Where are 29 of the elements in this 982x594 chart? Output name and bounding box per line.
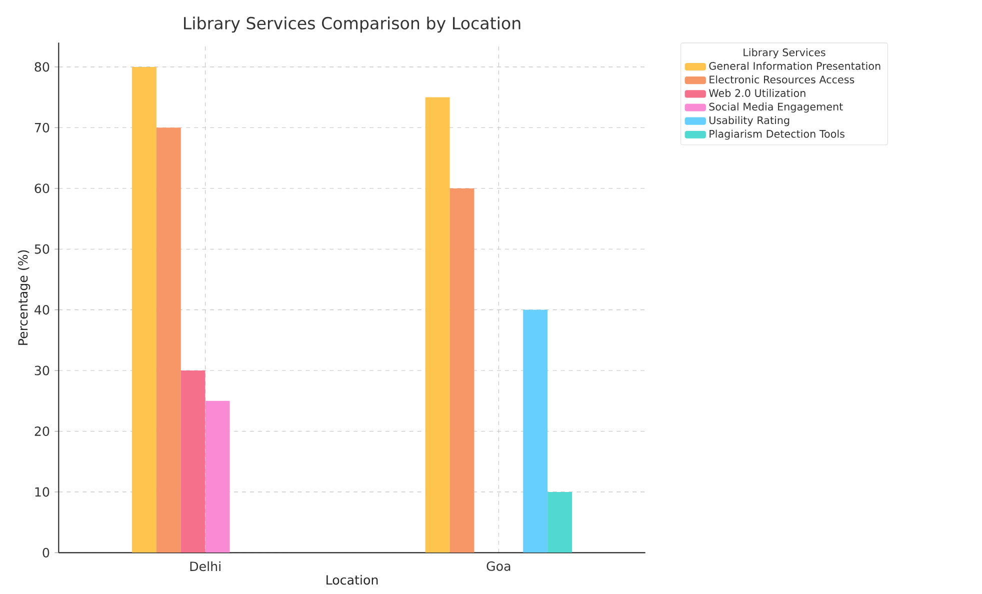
y-tick-label: 40 [34,305,50,315]
legend-label: Plagiarism Detection Tools [710,130,844,140]
x-tick-label: Delhi [190,561,220,572]
y-tick-label: 50 [34,244,50,254]
y-tick-label: 80 [34,62,50,72]
bar [450,188,474,553]
legend-label: General Information Presentation [709,62,880,70]
legend-label: Social Media Engagement [709,102,843,113]
y-tick-label: 70 [34,122,50,132]
bar [156,128,181,553]
bar [425,97,450,553]
bar [548,492,572,553]
chart-title: Library Services Comparison by Location [184,16,520,33]
y-tick-label: 0 [42,548,50,558]
y-tick-label: 30 [34,366,50,376]
y-tick-label: 20 [34,426,50,436]
legend-label: Usability Rating [710,116,790,126]
bar [132,66,156,553]
x-tick-label: Goa [486,561,510,571]
y-tick-label: 10 [35,487,50,497]
legend-label: Electronic Resources Access [710,75,854,84]
y-tick-label: 60 [34,184,50,194]
y-axis-title: Percentage (%) [18,250,30,345]
bar [180,370,206,553]
bar [523,310,548,553]
bar [205,400,230,553]
legend-title: Library Services [744,48,826,58]
x-axis-title: Location [326,574,378,585]
legend-label: Web 2.0 Utilization [708,88,806,97]
